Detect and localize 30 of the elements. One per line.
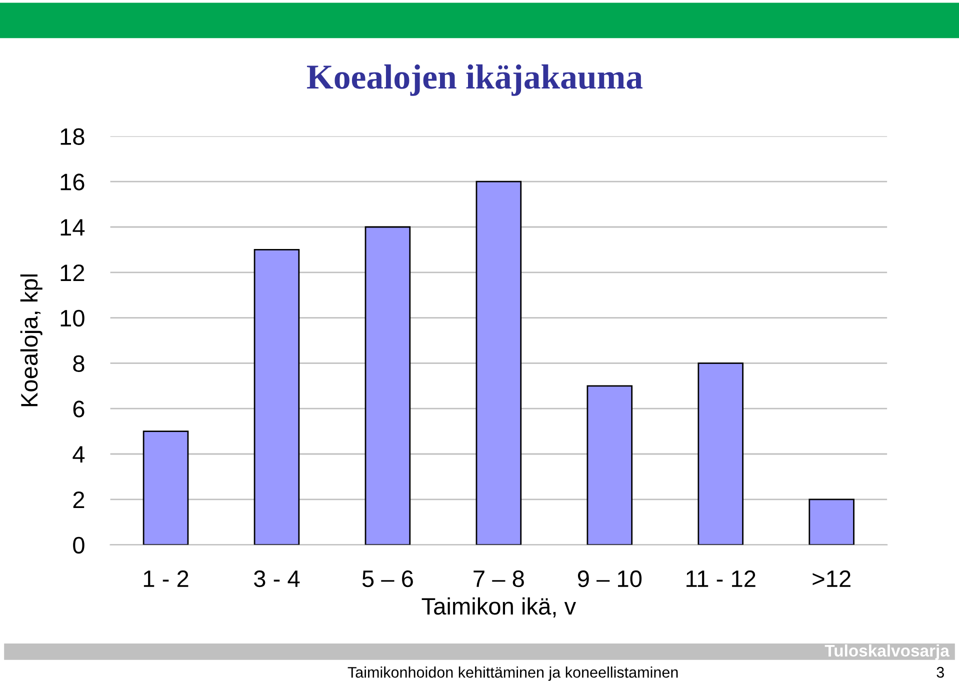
y-tick-label: 4 bbox=[72, 446, 85, 463]
y-tick-label: 14 bbox=[60, 219, 85, 236]
y-tick-label: 12 bbox=[60, 264, 84, 281]
bar bbox=[364, 226, 411, 545]
bar bbox=[476, 180, 522, 545]
bar bbox=[698, 362, 744, 545]
x-axis-title: Taimikon ikä, v bbox=[422, 597, 576, 618]
y-tick-label: 18 bbox=[60, 128, 84, 145]
x-tick-label: 7 – 8 bbox=[474, 570, 524, 588]
bar bbox=[254, 249, 300, 545]
y-tick-label: 10 bbox=[60, 310, 84, 327]
x-tick-label: 11 - 12 bbox=[686, 570, 756, 587]
x-tick-label: 9 – 10 bbox=[578, 570, 642, 588]
text: Taimikonhoidon kehittäminen ja koneellistaminen bbox=[348, 666, 678, 681]
x-tick-label: 1 - 2 bbox=[144, 570, 188, 587]
y-tick-label: 8 bbox=[73, 355, 84, 372]
y-tick-label: 0 bbox=[73, 536, 84, 554]
y-tick-label: 2 bbox=[73, 491, 84, 508]
text: Tuloskalvosarja bbox=[824, 644, 950, 660]
x-tick-label: 5 – 6 bbox=[362, 570, 413, 588]
y-tick-label: 6 bbox=[73, 400, 84, 418]
x-tick-label: >12 bbox=[812, 570, 850, 587]
x-tick-label: 3 - 4 bbox=[254, 570, 300, 588]
y-axis-title: Koealoja, kpl bbox=[20, 274, 42, 406]
text: 3 bbox=[936, 666, 944, 678]
y-tick-label: 16 bbox=[60, 174, 84, 190]
bar bbox=[808, 498, 854, 545]
chart-title: Koealojen ikäjakauma bbox=[306, 64, 642, 96]
bar bbox=[586, 385, 633, 545]
bar bbox=[142, 430, 189, 545]
